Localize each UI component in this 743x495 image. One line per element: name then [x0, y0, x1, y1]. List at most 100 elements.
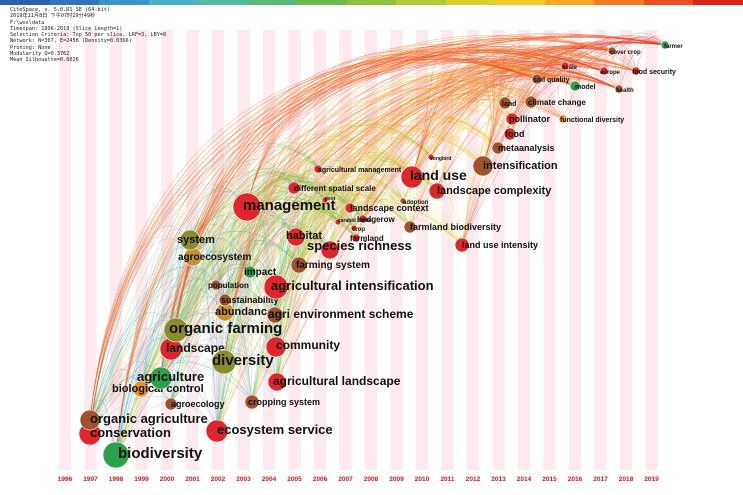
node-circle[interactable] [290, 256, 308, 274]
node-circle[interactable] [491, 141, 505, 155]
node-circle[interactable] [266, 306, 284, 324]
keyword-node-pollinator[interactable]: pollinator [505, 112, 550, 126]
keyword-node-metaanalysis[interactable]: metaanalysis [491, 141, 555, 155]
keyword-node-sustainability[interactable]: sustainability [218, 293, 279, 307]
node-circle[interactable] [351, 233, 361, 243]
keyword-node-land-use[interactable]: land use [400, 165, 467, 189]
keyword-node-carabid-beetle[interactable]: carabid beetle [334, 218, 372, 226]
node-circle[interactable] [558, 114, 568, 124]
keyword-node-community[interactable]: community [265, 336, 340, 358]
node-circle[interactable] [211, 349, 237, 375]
keyword-node-agricultural-landscape[interactable]: agricultural landscape [267, 372, 401, 392]
keyword-node-agriculture[interactable]: agriculture [137, 366, 204, 390]
keyword-node-farmer[interactable]: farmer [660, 40, 683, 50]
node-circle[interactable] [358, 214, 368, 224]
node-circle[interactable] [400, 165, 424, 189]
keyword-node-adoption[interactable]: adoption [399, 197, 429, 206]
node-circle[interactable] [265, 336, 287, 358]
node-circle[interactable] [210, 279, 222, 291]
keyword-node-cropping-system[interactable]: cropping system [244, 394, 320, 410]
keyword-node-landscape-context[interactable]: landscape context [344, 202, 429, 214]
node-circle[interactable] [243, 265, 257, 279]
node-circle[interactable] [350, 224, 358, 232]
keyword-node-diversity[interactable]: diversity [211, 349, 274, 375]
node-circle[interactable] [614, 84, 624, 94]
keyword-node-population[interactable]: population [208, 279, 249, 291]
node-circle[interactable] [631, 66, 641, 76]
node-circle[interactable] [164, 397, 178, 411]
keyword-node-hedgerow[interactable]: hedgerow [357, 214, 396, 224]
keyword-node-functional-diversity[interactable]: functional diversity [558, 114, 624, 124]
node-circle[interactable] [232, 192, 262, 222]
node-circle[interactable] [427, 153, 435, 161]
node-circle[interactable] [267, 372, 287, 392]
node-circle[interactable] [524, 95, 538, 109]
keyword-node-conservation[interactable]: conservation [78, 422, 171, 446]
node-circle[interactable] [244, 394, 260, 410]
keyword-node-crop[interactable]: crop [350, 224, 365, 233]
keyword-node-scale[interactable]: scale [560, 61, 578, 71]
keyword-node-food[interactable]: food [503, 127, 525, 141]
node-circle[interactable] [334, 218, 342, 226]
keyword-node-biological-control[interactable]: biological control [112, 380, 204, 398]
node-circle[interactable] [569, 80, 581, 92]
keyword-node-management[interactable]: management [232, 192, 336, 222]
keyword-node-model[interactable]: model [569, 80, 596, 92]
keyword-node-farming-system[interactable]: farming system [290, 256, 370, 274]
keyword-node-landscape-complexity[interactable]: landscape complexity [428, 182, 552, 200]
keyword-node-system[interactable]: system [177, 229, 215, 251]
node-circle[interactable] [599, 66, 609, 76]
keyword-node-ecosystem-service[interactable]: ecosystem service [205, 419, 333, 443]
node-circle[interactable] [149, 366, 173, 390]
keyword-node-organic-agriculture[interactable]: organic agriculture [79, 409, 208, 431]
node-circle[interactable] [560, 61, 570, 71]
keyword-node-cover-crop[interactable]: cover crop [607, 46, 641, 56]
node-circle[interactable] [454, 237, 470, 253]
node-circle[interactable] [79, 409, 101, 431]
node-circle[interactable] [399, 197, 407, 205]
node-circle[interactable] [660, 40, 670, 50]
keyword-node-health[interactable]: health [614, 84, 634, 94]
keyword-node-habitat[interactable]: habitat [286, 227, 322, 247]
node-circle[interactable] [263, 274, 289, 300]
node-circle[interactable] [498, 96, 512, 110]
keyword-node-agricultural-management[interactable]: agricultural management [313, 164, 402, 174]
keyword-node-soil-quality[interactable]: soil quality [531, 73, 570, 85]
node-circle[interactable] [287, 181, 301, 195]
keyword-node-farmland-biodiversity[interactable]: farmland biodiversity [403, 220, 501, 234]
node-circle[interactable] [505, 112, 519, 126]
keyword-node-organic-farming[interactable]: organic farming [163, 317, 282, 343]
node-circle[interactable] [286, 227, 306, 247]
node-circle[interactable] [205, 419, 229, 443]
node-circle[interactable] [321, 196, 329, 204]
keyword-node-land-use-intensity[interactable]: land use intensity [454, 237, 538, 253]
keyword-node-biodiversity[interactable]: biodiversity [102, 441, 203, 469]
keyword-node-europe[interactable]: europe [599, 66, 621, 76]
node-circle[interactable] [132, 380, 150, 398]
node-circle[interactable] [313, 164, 323, 174]
node-circle[interactable] [344, 202, 356, 214]
node-circle[interactable] [428, 182, 446, 200]
keyword-node-agroecology[interactable]: agroecology [164, 397, 225, 411]
keyword-node-pest[interactable]: pest [321, 196, 336, 204]
keyword-node-landscape[interactable]: landscape [159, 337, 225, 361]
node-circle[interactable] [607, 46, 617, 56]
keyword-node-intensification[interactable]: intensification [472, 155, 558, 177]
keyword-node-agri-environment-scheme[interactable]: agri environment scheme [266, 306, 414, 324]
keyword-node-impact[interactable]: impact [243, 265, 277, 279]
keyword-node-food-security[interactable]: food security [631, 66, 676, 76]
keyword-node-agricultural-intensification[interactable]: agricultural intensification [263, 274, 434, 300]
node-circle[interactable] [472, 155, 494, 177]
keyword-node-species-richness[interactable]: species richness [307, 238, 412, 260]
keyword-node-different-spatial-scale[interactable]: different spatial scale [287, 181, 376, 195]
node-circle[interactable] [531, 73, 543, 85]
node-circle[interactable] [179, 229, 201, 251]
node-circle[interactable] [503, 127, 517, 141]
node-circle[interactable] [163, 317, 189, 343]
node-circle[interactable] [403, 220, 417, 234]
keyword-node-land[interactable]: land [498, 96, 516, 110]
keyword-node-farmland[interactable]: farmland [350, 233, 384, 243]
node-circle[interactable] [102, 441, 130, 469]
node-circle[interactable] [320, 240, 340, 260]
keyword-node-songbird[interactable]: songbird [427, 153, 451, 162]
